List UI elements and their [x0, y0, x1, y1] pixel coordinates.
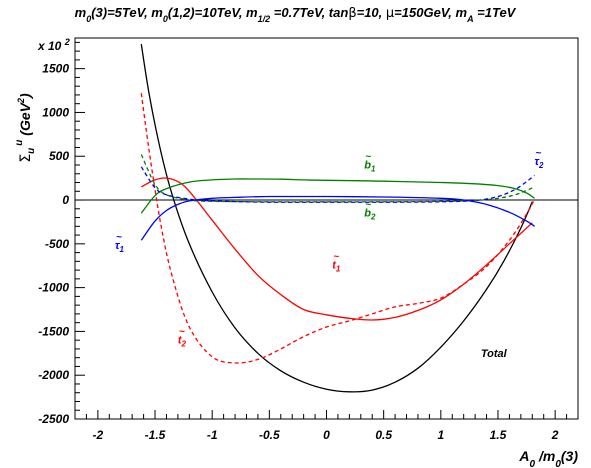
svg-text:~: ~ — [536, 148, 542, 159]
chart-title: m0(3)=5TeV, m0(1,2)=10TeV, m1/2 =0.7TeV,… — [75, 5, 517, 24]
y-axis-scale-note: x 10 2 — [37, 37, 70, 53]
series-line-total — [140, 44, 533, 393]
svg-text:τ1: τ1 — [115, 240, 125, 254]
series-line-tau1 — [140, 195, 535, 241]
x-tick-label: 1 — [437, 428, 444, 442]
curve-label-total: Total — [481, 348, 508, 360]
y-tick-label: -1500 — [38, 324, 69, 338]
x-tick-label: -1.5 — [145, 428, 166, 442]
y-tick-label: 1500 — [42, 62, 69, 76]
svg-text:τ2: τ2 — [535, 156, 545, 170]
x-tick-label: -0.5 — [259, 428, 280, 442]
svg-text:t1: t1 — [332, 259, 341, 273]
curve-label-t1: t1~ — [332, 251, 341, 273]
y-tick-label: -1000 — [38, 281, 69, 295]
x-tick-label: 1.5 — [490, 428, 507, 442]
curve-label-tau2: τ2~ — [535, 148, 545, 170]
svg-text:~: ~ — [116, 232, 122, 243]
x-tick-label: 0.5 — [375, 428, 392, 442]
series-line-b2 — [140, 154, 535, 203]
svg-text:~: ~ — [179, 327, 185, 338]
x-axis-title: A0 /m0(3) — [518, 448, 578, 468]
axes: -2 -1.5 -1 -0.5 0 0.5 1 1.5 2 -2500 -2000 -1500 -100… — [38, 37, 579, 442]
y-axis-title: Σuu (GeV2) — [14, 93, 37, 163]
y-tick-label: 1000 — [42, 105, 69, 119]
curve-labels: t1~t2~b1~b2~τ1~τ2~Total — [115, 148, 544, 360]
series-line-t1 — [140, 177, 533, 321]
svg-text:b1: b1 — [364, 160, 376, 174]
series-line-t2 — [140, 93, 536, 364]
y-tick-label: 500 — [49, 149, 69, 163]
svg-text:t2: t2 — [178, 335, 187, 349]
y-tick-label: 0 — [62, 193, 69, 207]
curve-label-b2: b2~ — [364, 200, 376, 222]
svg-text:~: ~ — [333, 251, 339, 262]
x-tick-label: 2 — [551, 428, 559, 442]
curve-label-t2: t2~ — [178, 327, 187, 349]
x-tick-label: -1 — [207, 428, 218, 442]
curve-label-tau1: τ1~ — [115, 232, 125, 254]
series-line-tau2 — [140, 166, 535, 203]
x-tick-label: 0 — [323, 428, 330, 442]
x-tick-label: -2 — [93, 428, 104, 442]
svg-text:b2: b2 — [364, 208, 376, 222]
svg-text:~: ~ — [365, 200, 371, 211]
series-line-b1 — [140, 178, 535, 214]
y-tick-label: -2500 — [38, 412, 69, 426]
plot-frame — [74, 37, 579, 420]
svg-text:~: ~ — [365, 152, 371, 163]
svg-text:Total: Total — [481, 348, 508, 360]
plot-series — [140, 44, 536, 393]
y-tick-label: -2000 — [38, 368, 69, 382]
y-tick-label: -500 — [45, 237, 69, 251]
curve-label-b1: b1~ — [364, 152, 376, 174]
